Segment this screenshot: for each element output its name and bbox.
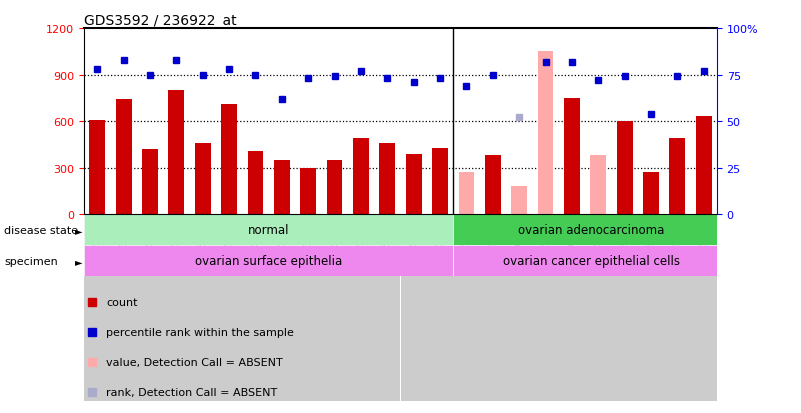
Bar xyxy=(690,215,717,401)
Bar xyxy=(453,215,730,246)
Bar xyxy=(353,139,368,215)
Text: normal: normal xyxy=(248,224,289,237)
Bar xyxy=(453,246,730,277)
Bar xyxy=(216,215,242,401)
Bar xyxy=(168,91,184,215)
Text: ovarian adenocarcinoma: ovarian adenocarcinoma xyxy=(518,224,665,237)
Text: specimen: specimen xyxy=(4,256,58,266)
Text: rank, Detection Call = ABSENT: rank, Detection Call = ABSENT xyxy=(107,387,277,397)
Bar xyxy=(533,215,559,401)
Bar xyxy=(564,99,580,215)
Bar xyxy=(90,120,105,215)
Bar xyxy=(242,215,268,401)
Bar xyxy=(453,215,480,401)
Bar xyxy=(221,105,237,215)
Text: disease state: disease state xyxy=(4,225,78,235)
Bar xyxy=(664,215,690,401)
Bar xyxy=(696,117,711,215)
Bar xyxy=(670,139,686,215)
Bar xyxy=(295,215,321,401)
Bar xyxy=(137,215,163,401)
Bar xyxy=(511,187,527,215)
Bar xyxy=(142,150,158,215)
Text: ►: ► xyxy=(74,225,82,235)
Bar xyxy=(380,143,395,215)
Bar xyxy=(643,173,659,215)
Bar xyxy=(559,215,585,401)
Text: ovarian cancer epithelial cells: ovarian cancer epithelial cells xyxy=(503,255,680,268)
Bar xyxy=(268,215,295,401)
Bar xyxy=(506,215,533,401)
Text: ovarian surface epithelia: ovarian surface epithelia xyxy=(195,255,342,268)
Bar xyxy=(427,215,453,401)
Bar xyxy=(406,154,421,215)
Bar xyxy=(537,52,553,215)
Bar xyxy=(590,156,606,215)
Bar xyxy=(348,215,374,401)
Bar xyxy=(84,215,111,401)
Bar xyxy=(480,215,506,401)
Bar xyxy=(84,215,453,246)
Bar xyxy=(638,215,664,401)
Bar xyxy=(274,161,290,215)
Bar xyxy=(111,215,137,401)
Text: percentile rank within the sample: percentile rank within the sample xyxy=(107,328,294,337)
Bar xyxy=(617,122,633,215)
Text: value, Detection Call = ABSENT: value, Detection Call = ABSENT xyxy=(107,357,283,367)
Bar xyxy=(321,215,348,401)
Bar xyxy=(195,143,211,215)
Text: GDS3592 / 236922_at: GDS3592 / 236922_at xyxy=(84,14,237,28)
Bar xyxy=(248,151,264,215)
Bar xyxy=(458,173,474,215)
Bar xyxy=(611,215,638,401)
Text: ►: ► xyxy=(74,256,82,266)
Bar xyxy=(163,215,190,401)
Bar xyxy=(84,246,453,277)
Bar xyxy=(433,148,448,215)
Bar xyxy=(485,156,501,215)
Bar xyxy=(300,169,316,215)
Bar xyxy=(190,215,216,401)
Bar xyxy=(327,161,343,215)
Bar xyxy=(116,100,131,215)
Bar xyxy=(400,215,427,401)
Bar xyxy=(374,215,400,401)
Text: count: count xyxy=(107,297,138,307)
Bar xyxy=(585,215,611,401)
